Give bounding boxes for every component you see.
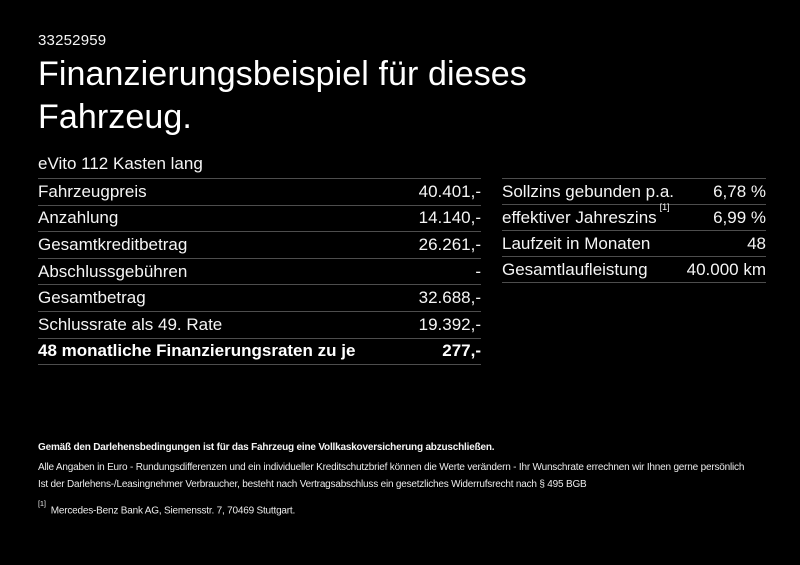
page-title-line2: Fahrzeug.	[38, 98, 192, 136]
disclaimer: Gemäß den Darlehensbedingungen ist für d…	[38, 441, 776, 517]
disclaimer-line-2: Ist der Darlehens-/Leasingnehmer Verbrau…	[38, 479, 587, 490]
insurance-note: Gemäß den Darlehensbedingungen ist für d…	[38, 442, 495, 453]
row-value: 19.392,-	[418, 314, 481, 334]
row-label: Gesamtkreditbetrag	[38, 234, 188, 254]
row-value: 6,78 %	[713, 181, 766, 201]
vehicle-model: eVito 112 Kasten lang	[38, 154, 203, 173]
footnote-marker: [1]	[38, 499, 46, 508]
row-value: 277,-	[442, 341, 481, 361]
footnote-text: Mercedes-Benz Bank AG, Siemensstr. 7, 70…	[50, 505, 296, 517]
disclaimer-line-1: Alle Angaben in Euro - Rundungsdifferenz…	[38, 462, 745, 473]
table-row-effektiver-jahreszins: effektiver Jahreszins[1] 6,99 %	[502, 202, 766, 231]
row-value: 40.401,-	[418, 181, 481, 201]
page-title-line1: Finanzierungsbeispiel für dieses	[38, 55, 527, 93]
row-label: Fahrzeugpreis	[38, 181, 147, 201]
footnote-marker: [1]	[659, 201, 670, 212]
row-label: 48 monatliche Finanzierungsraten zu je	[38, 341, 356, 361]
table-row-gesamtbetrag: Gesamtbetrag 32.688,-	[38, 285, 481, 312]
row-label: Gesamtlaufleistung	[502, 259, 648, 279]
row-label: Laufzeit in Monaten	[502, 233, 651, 253]
row-value: 40.000 km	[686, 259, 766, 279]
vehicle-id: 33252959	[38, 32, 107, 49]
table-row-fahrzeugpreis: Fahrzeugpreis 40.401,-	[38, 179, 481, 206]
row-value: -	[475, 261, 481, 281]
row-value: 32.688,-	[418, 288, 481, 308]
row-label: Abschlussgebühren	[38, 261, 188, 281]
row-value: 14.140,-	[418, 208, 481, 228]
row-label-text: effektiver Jahreszins	[502, 207, 657, 227]
table-row-gesamtlaufleistung: Gesamtlaufleistung 40.000 km	[502, 257, 766, 283]
footnote: [1] Mercedes-Benz Bank AG, Siemensstr. 7,…	[38, 499, 776, 517]
table-row-abschlussgebuehren: Abschlussgebühren -	[38, 259, 481, 286]
table-row-monthly-rate: 48 monatliche Finanzierungsraten zu je 2…	[38, 339, 481, 366]
row-value: 6,99 %	[713, 207, 766, 227]
row-label: Anzahlung	[38, 208, 119, 228]
table-row-anzahlung: Anzahlung 14.140,-	[38, 206, 481, 233]
row-value: 48	[747, 233, 766, 253]
row-label: effektiver Jahreszins[1]	[502, 202, 670, 228]
finance-table-rows: Fahrzeugpreis 40.401,- Anzahlung 14.140,…	[38, 178, 481, 366]
row-label: Sollzins gebunden p.a.	[502, 181, 675, 201]
row-label: Gesamtbetrag	[38, 288, 146, 308]
page-title: Finanzierungsbeispiel für dieses Fahrzeug…	[38, 53, 527, 139]
table-row-sollzins: Sollzins gebunden p.a. 6,78 %	[502, 179, 766, 205]
table-row-schlussrate: Schlussrate als 49. Rate 19.392,-	[38, 312, 481, 339]
row-label: Schlussrate als 49. Rate	[38, 314, 223, 334]
table-row-gesamtkreditbetrag: Gesamtkreditbetrag 26.261,-	[38, 232, 481, 259]
row-value: 26.261,-	[418, 234, 481, 254]
conditions-table: Sollzins gebunden p.a. 6,78 % effektiver…	[502, 178, 766, 283]
finance-table: eVito 112 Kasten lang Fahrzeugpreis 40.4…	[38, 150, 481, 366]
table-row-laufzeit: Laufzeit in Monaten 48	[502, 231, 766, 257]
